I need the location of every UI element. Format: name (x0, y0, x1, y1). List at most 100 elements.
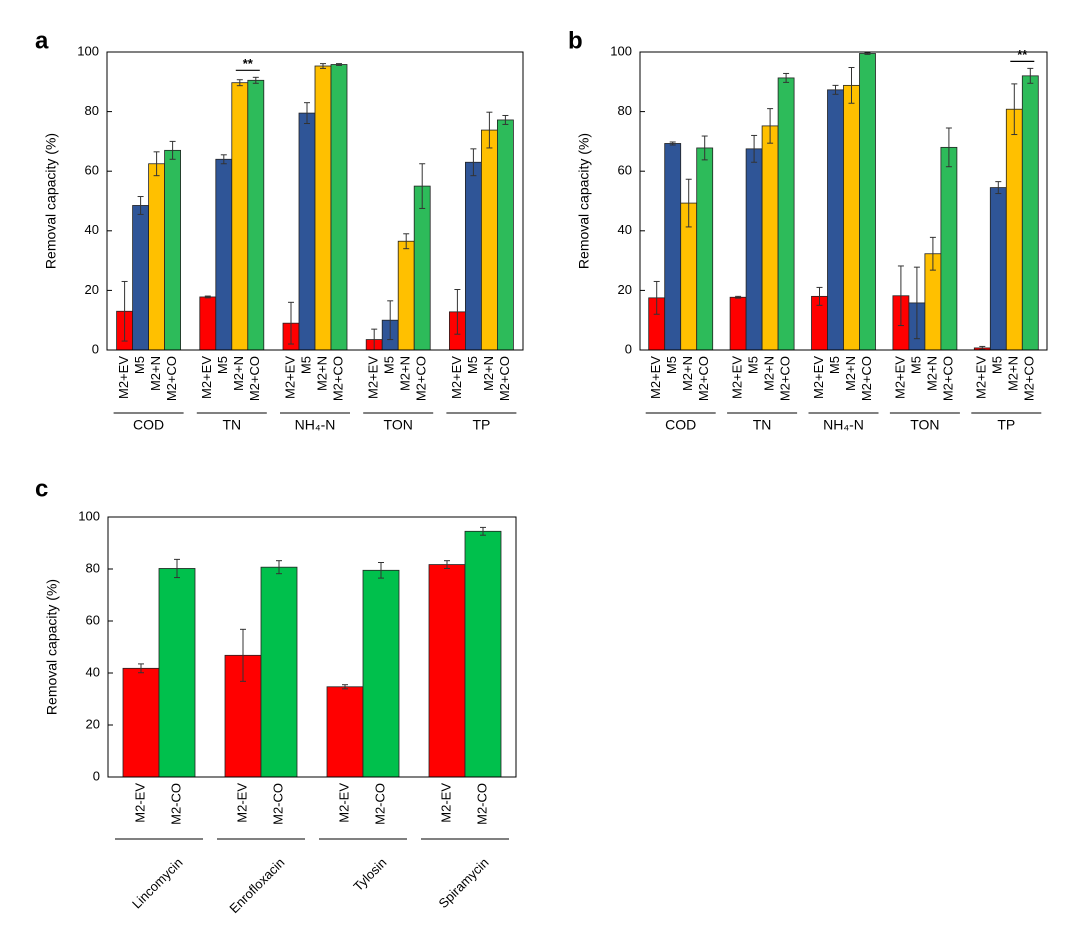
bar-label: M5 (215, 356, 230, 374)
panel-label: b (568, 27, 583, 54)
bar (777, 77, 795, 351)
panel-label: a (35, 27, 49, 54)
bar (148, 163, 166, 351)
error-bar (685, 178, 692, 228)
bar-label: M2+N (398, 356, 413, 391)
y-tick-label: 80 (86, 560, 100, 575)
error-bar (387, 300, 394, 341)
error-bar (403, 233, 410, 250)
bar-label: M2+EV (282, 356, 297, 399)
bar (940, 146, 958, 351)
bar-label: M2+N (680, 356, 695, 391)
error-bar (454, 289, 461, 335)
error-bar (848, 66, 855, 104)
bar-label: M2+EV (811, 356, 826, 399)
y-tick-label: 0 (92, 341, 99, 356)
error-bar (701, 135, 708, 161)
error-bar (320, 63, 326, 69)
bar-label: M2+N (1006, 356, 1021, 391)
bar (1021, 75, 1039, 351)
bar (397, 240, 415, 351)
x-tick-label: NH₄-N (295, 417, 336, 433)
error-bar (252, 76, 259, 84)
bar-label: M2+CO (940, 356, 955, 401)
bar-label: M5 (465, 356, 480, 374)
y-axis-label: Removal capacity (%) (576, 133, 592, 269)
x-tick-label: TN (222, 417, 241, 433)
bar-label: M2-EV (336, 783, 351, 823)
bar (314, 65, 332, 351)
bar (164, 149, 182, 351)
error-bar (470, 148, 477, 177)
bar (729, 296, 747, 351)
bar (989, 187, 1007, 351)
error-bar (735, 295, 742, 299)
bar (132, 205, 150, 351)
y-tick-label: 20 (618, 282, 632, 297)
error-bar (502, 114, 509, 125)
bar (1005, 108, 1023, 351)
x-tick-label: TN (753, 417, 772, 433)
bar-label: M5 (132, 356, 147, 374)
error-bar (480, 526, 486, 536)
x-tick-label: TON (384, 417, 413, 433)
bar-label: M2+N (843, 356, 858, 391)
bar-label: M2+EV (449, 356, 464, 399)
bar-label: M2+EV (730, 356, 745, 399)
y-tick-label: 20 (85, 282, 99, 297)
bar-label: M2-EV (438, 783, 453, 823)
error-bar (378, 562, 384, 579)
x-tick-label: Lincomycin (129, 855, 186, 912)
x-tick-label: COD (665, 417, 696, 433)
error-bar (945, 127, 952, 168)
bar-label: M2+CO (778, 356, 793, 401)
bar-label: M5 (990, 356, 1005, 374)
x-tick-label: Spiramycin (435, 855, 491, 911)
bar (696, 147, 714, 351)
bar (298, 112, 316, 351)
bar (761, 125, 779, 351)
plot-frame (107, 516, 517, 778)
error-bar (751, 134, 758, 163)
error-bar (236, 79, 243, 87)
bar (260, 566, 298, 778)
y-axis-label: Removal capacity (%) (43, 133, 59, 269)
bar-label: M5 (827, 356, 842, 374)
bar-label: M2+CO (164, 356, 179, 401)
error-bar (336, 63, 342, 66)
bar (231, 82, 249, 351)
bar-label: M2+CO (859, 356, 874, 401)
x-tick-label: NH₄-N (823, 417, 864, 433)
error-bar (486, 111, 493, 149)
y-tick-label: 100 (77, 43, 99, 58)
error-bar (1011, 83, 1018, 136)
x-tick-label: Tylosin (350, 855, 389, 894)
y-tick-label: 80 (85, 103, 99, 118)
bar-label: M2-CO (372, 783, 387, 825)
error-bar (174, 558, 180, 579)
bar-label: M2+EV (648, 356, 663, 399)
y-tick-label: 40 (85, 222, 99, 237)
error-bar (816, 286, 823, 306)
bar (480, 129, 498, 351)
error-bar (137, 196, 144, 215)
bar-label: M2+EV (199, 356, 214, 399)
y-tick-label: 0 (93, 768, 100, 783)
significance-label: ** (243, 56, 254, 71)
bar (496, 119, 514, 351)
bar-label: M2+CO (1022, 356, 1037, 401)
plot-frame (639, 51, 1048, 351)
bar-label: M5 (746, 356, 761, 374)
error-bar (121, 280, 128, 342)
bar-label: M5 (908, 356, 923, 374)
bar (330, 64, 348, 351)
bar (464, 530, 502, 778)
y-axis-label: Removal capacity (%) (44, 579, 60, 715)
bar-label: M5 (664, 356, 679, 374)
bar-label: M2+N (148, 356, 163, 391)
bar (158, 568, 196, 778)
error-bar (304, 102, 310, 125)
significance-label: ** (1017, 47, 1028, 62)
bar (745, 148, 763, 351)
error-bar (240, 628, 246, 682)
